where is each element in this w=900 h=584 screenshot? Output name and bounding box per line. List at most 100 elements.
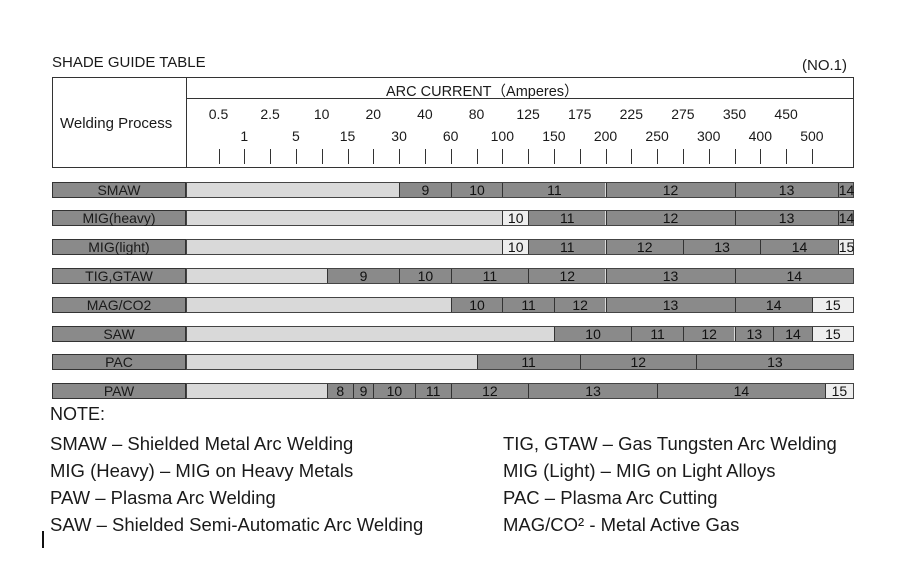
shade-segment: 12 xyxy=(528,269,606,283)
shade-segment: 12 xyxy=(579,355,696,369)
ampere-tick-label: 225 xyxy=(619,106,643,122)
shade-segment: 13 xyxy=(734,327,774,341)
arc-current-title: ARC CURRENT（Amperes） xyxy=(386,84,579,100)
shade-segment: 11 xyxy=(502,183,606,197)
ampere-tick-label: 350 xyxy=(722,106,747,122)
shade-segment: 13 xyxy=(605,298,735,312)
ampere-tick-label: 175 xyxy=(568,106,592,122)
shade-segment: 12 xyxy=(605,211,735,225)
ampere-tick-mark xyxy=(657,149,658,164)
ampere-tick-label: 400 xyxy=(748,128,772,144)
shade-segment: 12 xyxy=(682,327,735,341)
process-label: SAW xyxy=(52,326,186,342)
shade-segment: 14 xyxy=(837,210,855,226)
process-label: PAC xyxy=(52,354,186,370)
process-label: TIG,GTAW xyxy=(52,268,186,284)
shade-segment: 11 xyxy=(528,240,606,254)
shade-track: 10 11 12 13 14 xyxy=(186,210,854,226)
ampere-tick-mark xyxy=(683,149,684,164)
shade-segment: 13 xyxy=(695,355,853,369)
process-label: MAG/CO2 xyxy=(52,297,186,313)
shade-segment: 12 xyxy=(553,298,606,312)
ampere-tick-mark xyxy=(554,149,555,164)
header-divider xyxy=(186,77,187,168)
ampere-tick-label: 125 xyxy=(516,106,540,122)
shade-segment: 10 xyxy=(373,384,415,398)
shade-segment: 14 xyxy=(773,327,812,341)
shade-segment: 10 xyxy=(450,183,503,197)
ampere-tick-label: 15 xyxy=(339,128,356,144)
process-label: MIG(light) xyxy=(52,239,186,255)
process-label: PAW xyxy=(52,383,186,399)
shade-track: 10 11 12 13 14 15 xyxy=(186,297,854,313)
ampere-tick-label: 1 xyxy=(240,128,249,144)
ampere-tick-label: 200 xyxy=(593,128,618,144)
note-item: SAW – Shielded Semi-Automatic Arc Weldin… xyxy=(50,514,424,535)
shade-segment: 11 xyxy=(450,269,529,283)
ampere-tick-mark xyxy=(322,149,323,164)
shade-segment: 14 xyxy=(760,240,838,254)
ampere-tick-mark xyxy=(219,149,220,164)
note-item: MAG/CO² - Metal Active Gas xyxy=(503,514,740,535)
ampere-tick-label: 5 xyxy=(291,128,300,144)
shade-segment: 9 xyxy=(399,183,451,197)
shade-track: 10 11 12 13 14 15 xyxy=(186,239,854,255)
shade-segment: 15 xyxy=(837,239,855,255)
shade-segment: 10 xyxy=(553,327,632,341)
note-item: MIG (Light) – MIG on Light Alloys xyxy=(503,460,776,481)
process-label: MIG(heavy) xyxy=(52,210,186,226)
shade-segment: 13 xyxy=(528,384,658,398)
ampere-tick-mark xyxy=(580,149,581,164)
ampere-tick-mark xyxy=(348,149,349,164)
ampere-tick-label: 300 xyxy=(697,128,721,144)
shade-segment: 9 xyxy=(326,269,400,283)
shade-segment: 12 xyxy=(605,183,735,197)
ampere-tick-mark xyxy=(760,149,761,164)
shade-segment: 11 xyxy=(414,384,451,398)
ampere-tick-label: 100 xyxy=(490,128,514,144)
shade-segment: 15 xyxy=(811,298,853,312)
page-title: SHADE GUIDE TABLE xyxy=(52,54,206,71)
ampere-tick-label: 0.5 xyxy=(208,106,229,122)
ampere-tick-label: 150 xyxy=(542,128,566,144)
ampere-tick-label: 30 xyxy=(391,128,407,144)
header-divider xyxy=(186,98,854,99)
ampere-tick-label: 2.5 xyxy=(260,106,280,122)
shade-segment: 14 xyxy=(734,298,812,312)
ampere-tick-label: 10 xyxy=(313,106,330,122)
ampere-tick-mark xyxy=(812,149,813,164)
ampere-tick-mark xyxy=(735,149,736,164)
process-column-header: Welding Process xyxy=(60,115,173,132)
ampere-tick-mark xyxy=(425,149,426,164)
shade-segment: 10 xyxy=(399,269,451,283)
table-header-box xyxy=(52,77,854,168)
shade-track: 9 10 11 12 13 14 xyxy=(186,268,854,284)
ampere-tick-mark xyxy=(606,149,607,164)
note-item: SMAW – Shielded Metal Arc Welding xyxy=(50,433,354,454)
text-cursor xyxy=(42,531,44,548)
shade-segment: 10 xyxy=(502,240,529,254)
shade-segment: 14 xyxy=(837,182,855,198)
shade-segment: 13 xyxy=(605,269,735,283)
shade-segment: 8 xyxy=(326,384,353,398)
ampere-tick-mark xyxy=(451,149,452,164)
note-item: TIG, GTAW – Gas Tungsten Arc Welding xyxy=(503,433,837,454)
note-item: PAW – Plasma Arc Welding xyxy=(50,487,276,508)
ampere-tick-label: 40 xyxy=(417,106,433,122)
shade-segment: 14 xyxy=(657,384,825,398)
ampere-tick-mark xyxy=(296,149,297,164)
shade-track: 10 11 12 13 14 15 xyxy=(186,326,854,342)
ampere-tick-mark xyxy=(709,149,710,164)
shade-segment: 10 xyxy=(450,298,503,312)
shade-segment: 10 xyxy=(502,211,529,225)
ampere-tick-mark xyxy=(399,149,400,164)
shade-track: 8 9 10 11 12 13 14 15 xyxy=(186,383,854,399)
table-number: (NO.1) xyxy=(802,57,847,74)
shade-track: 11 12 13 xyxy=(186,354,854,370)
ampere-tick-label: 80 xyxy=(468,106,485,122)
shade-segment: 11 xyxy=(476,355,580,369)
ampere-tick-label: 60 xyxy=(442,128,459,144)
shade-segment: 13 xyxy=(734,183,838,197)
shade-segment: 11 xyxy=(631,327,683,341)
shade-segment: 13 xyxy=(682,240,761,254)
